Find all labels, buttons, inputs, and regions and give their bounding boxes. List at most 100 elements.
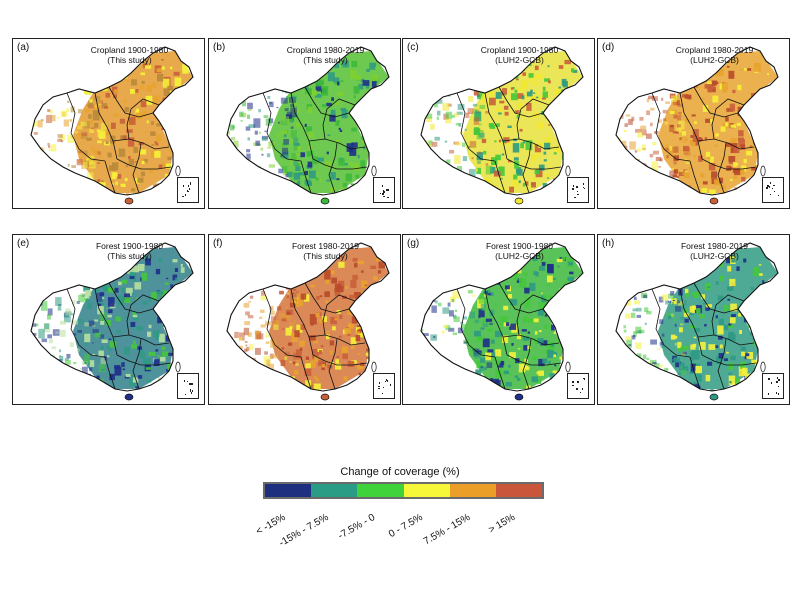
- legend-colorbar: [263, 482, 544, 499]
- inset-island-dot: [189, 183, 192, 186]
- raster-cell: [544, 349, 549, 354]
- raster-cell: [548, 80, 551, 84]
- raster-cell: [336, 355, 340, 358]
- raster-cell: [669, 77, 673, 80]
- raster-cell: [494, 66, 500, 74]
- raster-cell: [548, 360, 551, 365]
- inset-island-dot: [581, 388, 584, 390]
- raster-cell: [122, 135, 127, 140]
- raster-cell: [173, 326, 178, 329]
- raster-cell: [100, 123, 107, 130]
- raster-cell: [677, 124, 681, 128]
- raster-cell: [270, 339, 277, 348]
- raster-cell: [135, 89, 139, 93]
- raster-cell: [281, 347, 285, 350]
- raster-cell: [562, 80, 568, 88]
- raster-cell: [564, 354, 569, 360]
- raster-cell: [546, 283, 551, 286]
- raster-cell: [712, 98, 715, 103]
- raster-cell: [744, 68, 747, 71]
- raster-cell: [109, 373, 115, 381]
- province-border: [262, 288, 302, 358]
- raster-cell: [180, 267, 185, 273]
- inset-island-dot: [777, 393, 779, 395]
- raster-cell: [77, 348, 80, 352]
- raster-cell: [371, 74, 379, 81]
- raster-cell: [521, 329, 527, 332]
- raster-cell: [529, 95, 536, 101]
- province-border: [516, 98, 550, 140]
- raster-cell: [478, 151, 481, 154]
- raster-cell: [63, 119, 69, 127]
- raster-cell: [293, 173, 301, 180]
- raster-cell: [756, 293, 763, 300]
- raster-cell: [533, 318, 539, 323]
- raster-cell: [503, 370, 509, 374]
- raster-cell: [107, 152, 112, 158]
- raster-cell: [334, 291, 341, 297]
- raster-cell: [746, 111, 751, 117]
- province-border: [506, 158, 562, 170]
- taiwan-island: [371, 165, 377, 177]
- raster-cell: [628, 119, 633, 125]
- raster-cell: [498, 112, 502, 115]
- raster-cell: [711, 171, 718, 179]
- raster-cell: [266, 153, 271, 158]
- raster-cell: [696, 363, 700, 366]
- raster-cell: [480, 274, 484, 278]
- raster-cell: [691, 114, 696, 117]
- raster-cell: [154, 141, 158, 144]
- raster-cell: [377, 141, 382, 146]
- raster-cell: [137, 264, 145, 271]
- raster-cell: [533, 92, 536, 94]
- raster-cell: [344, 387, 351, 391]
- raster-cell: [306, 151, 314, 157]
- raster-cell: [454, 112, 459, 117]
- raster-cell: [714, 179, 721, 186]
- inset-island-dot: [189, 383, 191, 385]
- province-border: [697, 138, 755, 150]
- raster-cell: [365, 319, 372, 324]
- raster-cell: [527, 346, 531, 349]
- raster-cell: [310, 323, 314, 326]
- raster-cell: [692, 311, 695, 314]
- raster-cell: [442, 307, 450, 314]
- raster-cell: [130, 89, 135, 94]
- raster-cell: [324, 291, 330, 297]
- raster-cell: [507, 125, 512, 128]
- raster-cell: [728, 156, 736, 162]
- raster-cell: [98, 130, 106, 139]
- raster-cell: [728, 276, 731, 279]
- raster-cell: [261, 137, 268, 141]
- raster-cell: [366, 68, 370, 72]
- raster-cell: [134, 161, 138, 163]
- raster-cell: [529, 282, 536, 291]
- raster-cell: [454, 155, 461, 164]
- raster-cell: [318, 360, 324, 366]
- inset-island-dot: [768, 378, 770, 380]
- raster-cell: [296, 163, 300, 167]
- raster-cell: [498, 139, 502, 143]
- raster-cell: [695, 366, 702, 374]
- raster-cell: [705, 118, 711, 123]
- raster-cell: [645, 133, 652, 139]
- raster-cell: [144, 131, 147, 133]
- raster-cell: [124, 346, 130, 355]
- raster-cell: [294, 330, 300, 338]
- raster-cell: [476, 360, 482, 369]
- raster-cell: [286, 171, 293, 178]
- raster-cell: [146, 85, 152, 92]
- inset-island-dot: [190, 392, 193, 394]
- raster-cell: [754, 384, 758, 387]
- raster-cell: [255, 140, 260, 146]
- raster-cell: [78, 150, 83, 154]
- raster-cell: [671, 301, 674, 305]
- raster-cell: [543, 151, 547, 155]
- raster-cell: [91, 342, 94, 344]
- raster-cell: [552, 370, 558, 373]
- raster-cell: [369, 101, 377, 107]
- raster-cell: [624, 129, 628, 133]
- raster-cell: [87, 302, 92, 310]
- raster-cell: [281, 317, 288, 322]
- legend-swatch-2: [311, 484, 358, 497]
